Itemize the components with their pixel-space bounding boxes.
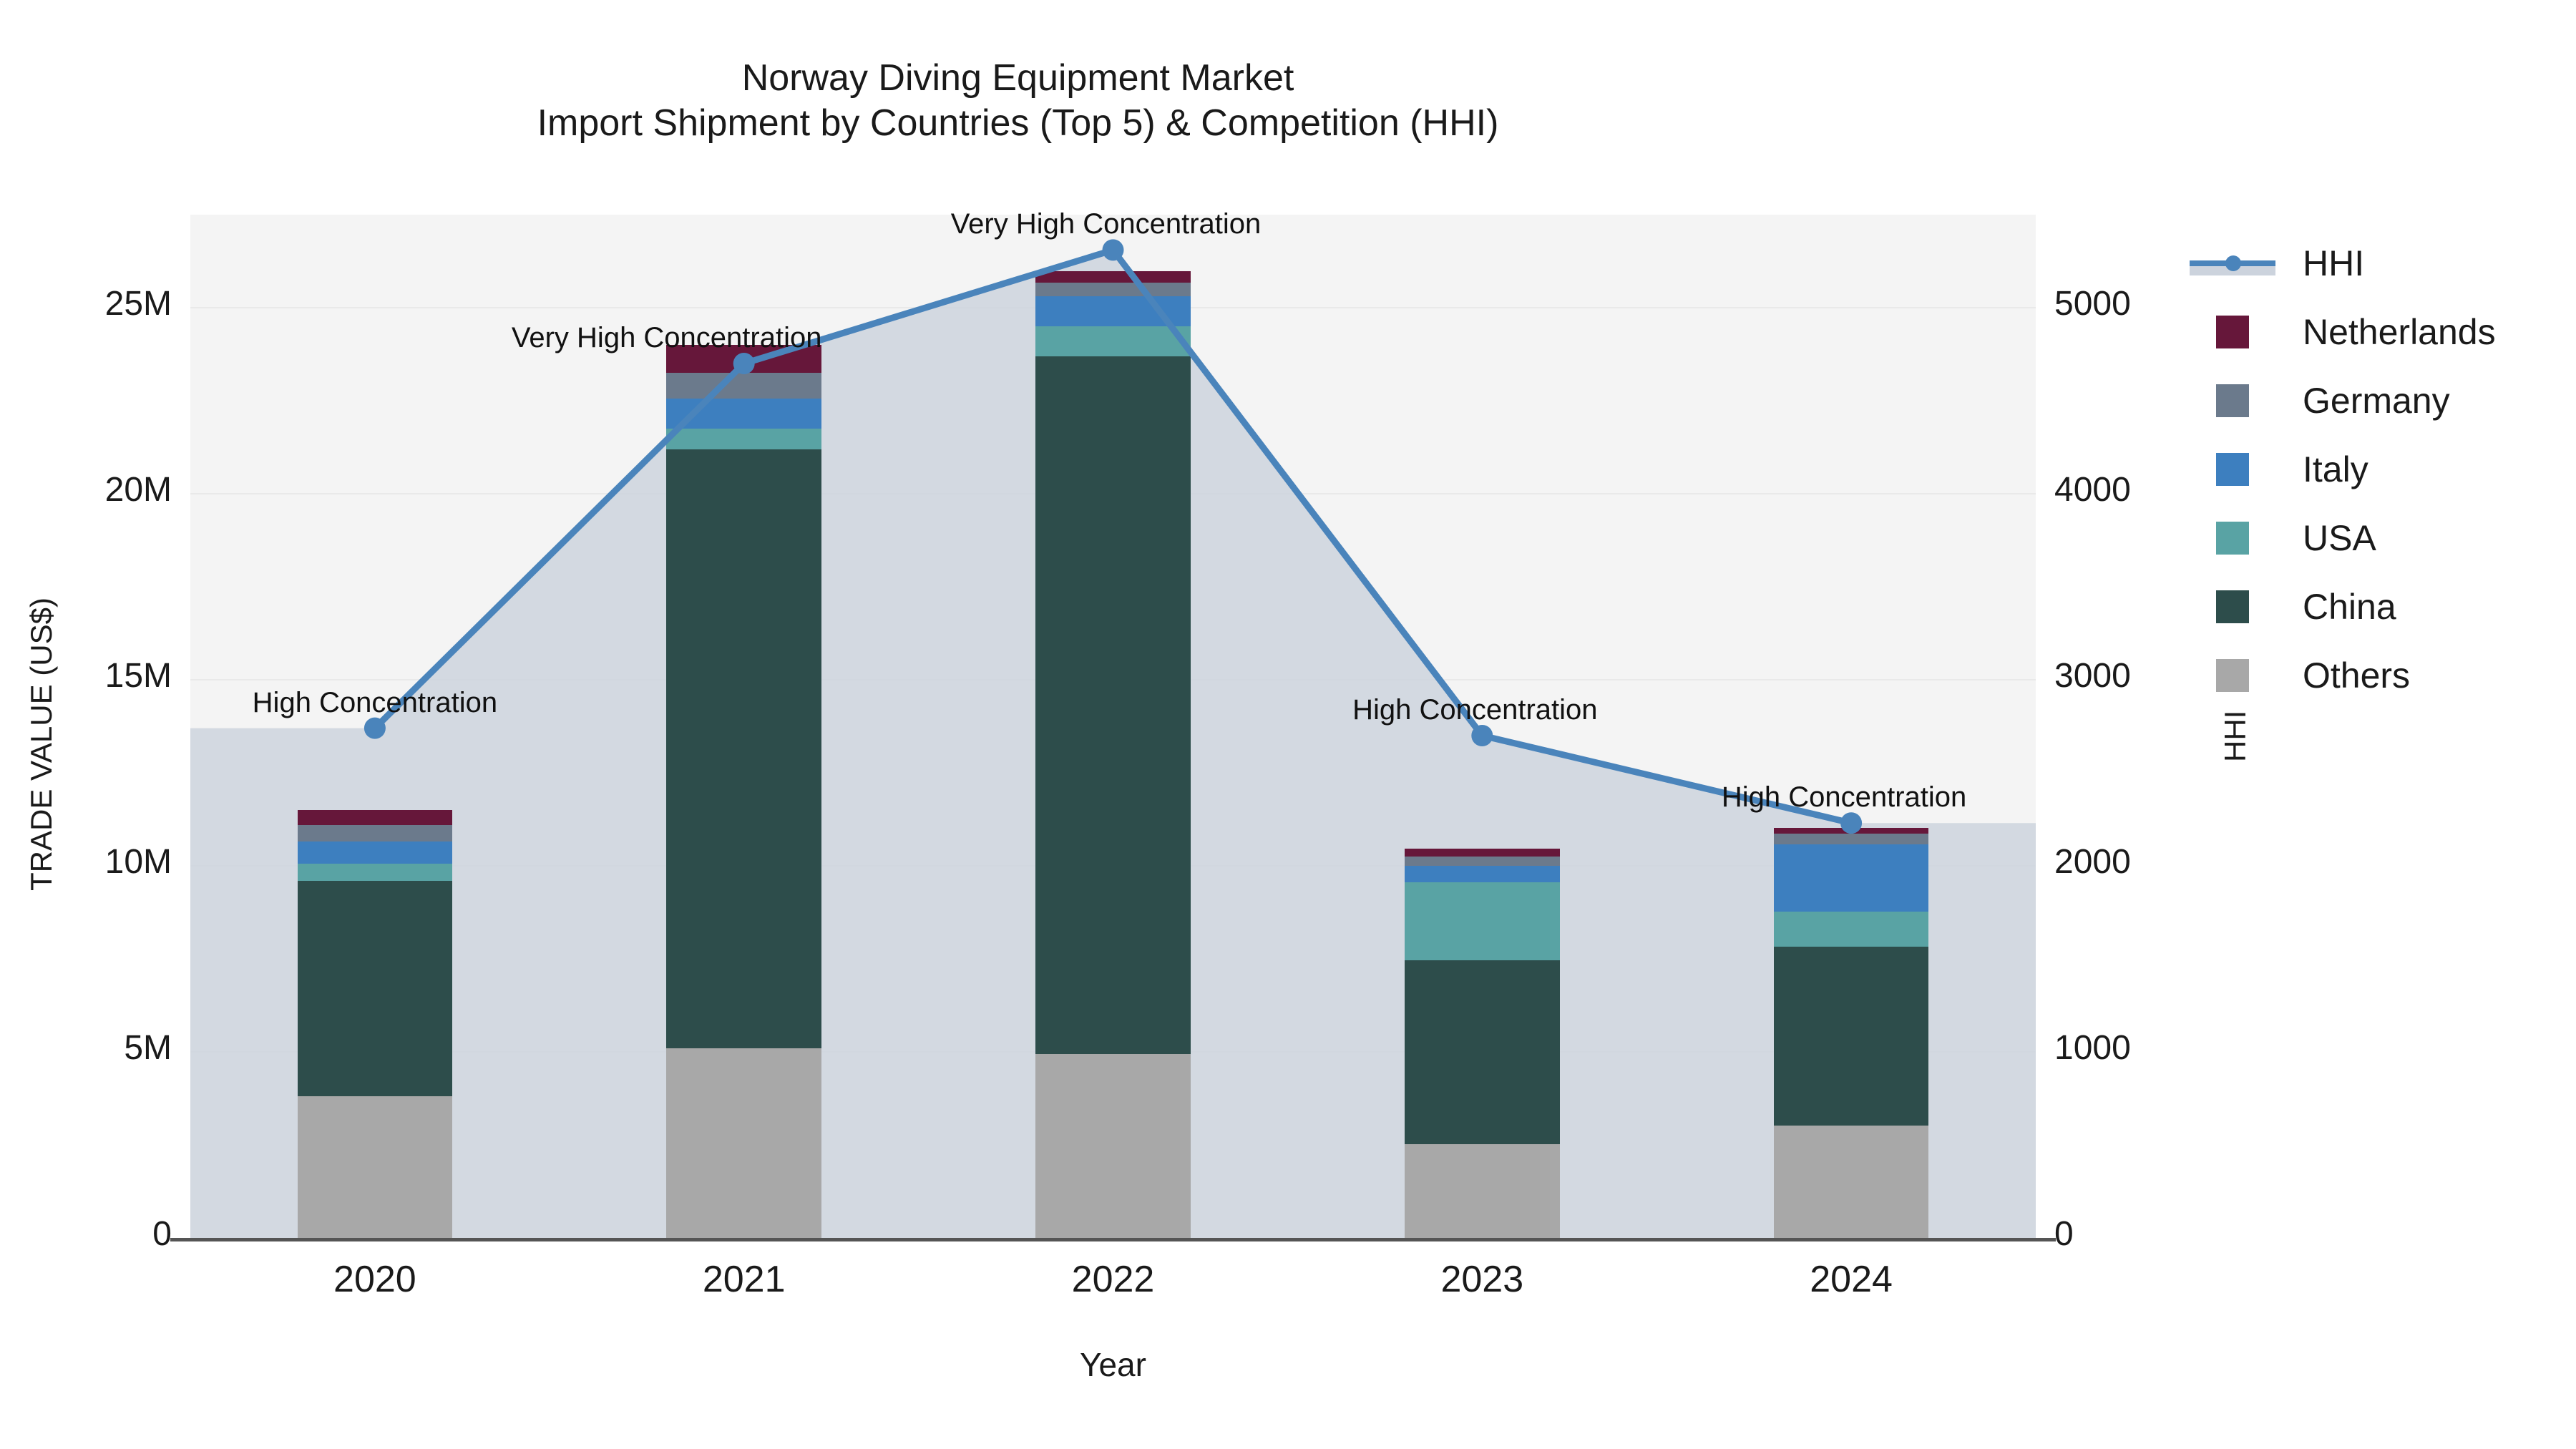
bar-segment-netherlands-2022[interactable] [1035, 271, 1191, 283]
bar-segment-italy-2023[interactable] [1404, 866, 1560, 883]
y-axis-left-tick-label: 25M [104, 285, 172, 323]
y-axis-right-tick-label: 5000 [2054, 285, 2131, 323]
legend-label-usa: USA [2303, 518, 2376, 558]
bar-segment-others-2020[interactable] [297, 1096, 453, 1238]
y-axis-left-title: TRADE VALUE (US$) [24, 597, 58, 891]
bar-segment-china-2021[interactable] [666, 449, 821, 1048]
legend-swatch-germany [2216, 384, 2249, 417]
legend-item-hhi[interactable]: HHI [2190, 229, 2576, 298]
legend-swatch-usa [2216, 522, 2249, 555]
x-axis-tick-label-2023: 2023 [1440, 1259, 1524, 1300]
y-axis-right-title: HHI [2218, 710, 2252, 762]
legend-item-netherlands[interactable]: Netherlands [2190, 298, 2576, 366]
bar-segment-germany-2021[interactable] [666, 373, 821, 399]
annotation-2020: High Concentration [252, 686, 498, 718]
legend-line-marker-icon [2190, 247, 2275, 280]
legend-label-others: Others [2303, 655, 2411, 696]
bar-segment-usa-2024[interactable] [1773, 911, 1929, 947]
y-axis-right-tick-label: 3000 [2054, 657, 2131, 695]
legend-swatch-netherlands [2216, 316, 2249, 348]
chart-title-line-1: Norway Diving Equipment Market [741, 57, 1294, 99]
annotation-2022: Very High Concentration [950, 208, 1262, 240]
bar-segment-netherlands-2020[interactable] [297, 810, 453, 825]
legend-item-italy[interactable]: Italy [2190, 435, 2576, 504]
bar-segment-china-2020[interactable] [297, 880, 453, 1097]
chart-legend: HHI Netherlands Germany Italy USA China Others [2190, 229, 2576, 710]
legend-swatch-others [2216, 659, 2249, 692]
y-axis-right-tick-label: 0 [2054, 1215, 2074, 1253]
bar-segment-italy-2021[interactable] [666, 399, 821, 429]
y-axis-right-tick-label: 4000 [2054, 471, 2131, 509]
legend-label-hhi: HHI [2303, 243, 2365, 283]
legend-item-germany[interactable]: Germany [2190, 366, 2576, 435]
y-axis-right-tick-label: 2000 [2054, 843, 2131, 881]
bar-segment-others-2021[interactable] [666, 1048, 821, 1238]
y-axis-left-tick-label: 15M [104, 657, 172, 695]
bar-segment-others-2023[interactable] [1404, 1143, 1560, 1238]
chart-title-line-2: Import Shipment by Countries (Top 5) & C… [537, 102, 1499, 145]
bar-segment-usa-2023[interactable] [1404, 882, 1560, 960]
chart-title: Norway Diving Equipment Market Import Sh… [0, 56, 2036, 147]
x-axis-tick-label-2020: 2020 [333, 1259, 416, 1300]
legend-label-germany: Germany [2303, 381, 2450, 421]
bar-segment-china-2022[interactable] [1035, 356, 1191, 1054]
bar-segment-germany-2022[interactable] [1035, 282, 1191, 297]
y-axis-left-tick-label: 20M [104, 471, 172, 509]
annotation-2023: High Concentration [1352, 694, 1598, 726]
x-axis-title: Year [1080, 1346, 1146, 1383]
bar-segment-china-2024[interactable] [1773, 947, 1929, 1126]
bar-segment-italy-2020[interactable] [297, 841, 453, 864]
bar-segment-netherlands-2024[interactable] [1773, 827, 1929, 834]
bar-segment-germany-2020[interactable] [297, 824, 453, 842]
bar-segment-china-2023[interactable] [1404, 960, 1560, 1144]
legend-item-china[interactable]: China [2190, 572, 2576, 641]
legend-item-usa[interactable]: USA [2190, 504, 2576, 572]
y-axis-left-tick-label: 5M [124, 1029, 172, 1067]
bar-segment-germany-2024[interactable] [1773, 833, 1929, 845]
legend-label-netherlands: Netherlands [2303, 312, 2496, 352]
legend-item-others[interactable]: Others [2190, 641, 2576, 710]
y-axis-left-tick-label: 0 [152, 1215, 172, 1253]
x-axis-line [170, 1238, 2056, 1241]
bar-segment-italy-2024[interactable] [1773, 844, 1929, 912]
bar-segment-others-2022[interactable] [1035, 1053, 1191, 1238]
bar-segment-netherlands-2023[interactable] [1404, 848, 1560, 857]
bar-segment-others-2024[interactable] [1773, 1125, 1929, 1238]
legend-swatch-china [2216, 590, 2249, 623]
bar-segment-usa-2021[interactable] [666, 429, 821, 449]
bar-segment-usa-2020[interactable] [297, 864, 453, 881]
legend-label-china: China [2303, 587, 2396, 627]
bar-segment-usa-2022[interactable] [1035, 326, 1191, 356]
x-axis-tick-label-2021: 2021 [702, 1259, 786, 1300]
x-axis-tick-label-2022: 2022 [1071, 1259, 1155, 1300]
bar-segment-italy-2022[interactable] [1035, 296, 1191, 326]
y-axis-right-tick-label: 1000 [2054, 1029, 2131, 1067]
bar-segment-germany-2023[interactable] [1404, 857, 1560, 866]
legend-label-italy: Italy [2303, 449, 2368, 489]
legend-dot-icon [2225, 255, 2241, 271]
legend-swatch-italy [2216, 453, 2249, 486]
annotation-2021: Very High Concentration [511, 322, 822, 353]
x-axis-tick-label-2024: 2024 [1810, 1259, 1893, 1300]
y-axis-left-tick-label: 10M [104, 843, 172, 881]
annotation-2024: High Concentration [1721, 781, 1967, 814]
